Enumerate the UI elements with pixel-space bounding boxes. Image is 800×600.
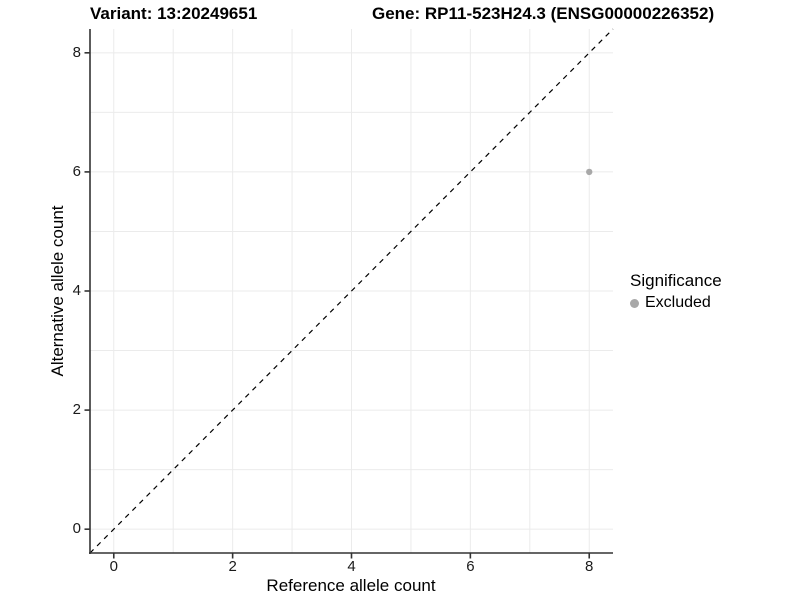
legend-item-label: Excluded [645, 294, 711, 311]
legend-item-excluded: Excluded [630, 294, 722, 312]
y-tick-label: 4 [72, 282, 81, 299]
legend: Significance Excluded [630, 271, 722, 312]
x-axis-label: Reference allele count [266, 576, 436, 595]
y-tick-label: 8 [72, 43, 81, 61]
plot-title-gene: Gene: RP11-523H24.3 (ENSG00000226352) [372, 4, 715, 23]
x-tick-label: 6 [466, 558, 475, 575]
x-tick-label: 8 [585, 558, 594, 575]
data-point [586, 168, 593, 176]
legend-title: Significance [630, 271, 722, 290]
y-tick-label: 6 [72, 162, 81, 180]
legend-point-icon [630, 298, 639, 308]
plot-title-variant: Variant: 13:20249651 [90, 4, 258, 23]
x-tick-label: 2 [228, 558, 237, 575]
y-tick-label: 2 [72, 401, 81, 419]
x-tick-label: 0 [109, 558, 118, 575]
identity-line [89, 28, 614, 554]
y-tick-label: 0 [72, 520, 81, 538]
x-tick-label: 4 [347, 558, 356, 575]
